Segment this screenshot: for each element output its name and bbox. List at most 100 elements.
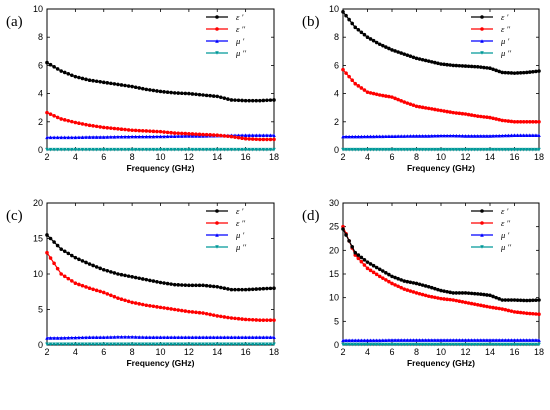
legend-item: μ '' xyxy=(206,48,246,58)
data-point xyxy=(347,338,351,343)
chart-panel: 2 4 6 8 10 12 14 16 18 0 5 10 15 20 Frequency (GHz) (c)… xyxy=(6,198,279,368)
data-point xyxy=(98,135,103,139)
x-tick-label: 16 xyxy=(509,347,519,357)
series xyxy=(341,10,541,75)
data-point xyxy=(503,298,508,302)
data-point xyxy=(414,134,419,138)
data-point xyxy=(430,342,434,347)
data-point xyxy=(460,291,465,295)
data-point xyxy=(176,91,181,95)
data-point xyxy=(531,120,535,124)
data-point xyxy=(359,255,364,260)
data-point xyxy=(265,286,269,291)
series-line xyxy=(342,69,539,123)
data-point xyxy=(341,147,345,152)
data-point xyxy=(448,338,452,342)
data-point xyxy=(534,342,538,347)
data-point xyxy=(537,69,541,73)
data-point xyxy=(201,132,205,137)
data-point xyxy=(408,147,413,152)
data-point xyxy=(482,134,486,138)
data-point xyxy=(59,135,63,140)
data-point xyxy=(84,77,88,82)
data-point xyxy=(494,117,498,121)
legend-item: ε ' xyxy=(471,12,508,22)
data-point xyxy=(70,147,74,152)
data-point xyxy=(112,126,117,131)
data-point xyxy=(59,272,63,276)
data-point xyxy=(55,336,60,340)
data-point xyxy=(344,233,348,237)
data-point xyxy=(454,147,459,152)
data-point xyxy=(402,52,407,56)
data-point xyxy=(66,147,71,152)
data-point xyxy=(420,338,425,342)
data-point xyxy=(268,342,273,347)
data-point xyxy=(475,338,480,342)
data-point xyxy=(362,134,367,139)
data-point xyxy=(194,335,198,339)
data-point xyxy=(272,335,276,339)
data-point xyxy=(148,303,152,308)
data-point xyxy=(272,342,276,347)
data-point xyxy=(52,342,56,347)
legend-label: ε ' xyxy=(501,206,508,216)
data-point xyxy=(368,91,373,95)
data-point xyxy=(445,62,449,67)
y-tick-label: 0 xyxy=(38,145,43,155)
data-point xyxy=(158,134,163,139)
data-point xyxy=(179,283,184,287)
data-point xyxy=(430,107,434,111)
data-point xyxy=(509,133,514,138)
data-point xyxy=(155,305,159,309)
data-point xyxy=(402,338,407,342)
data-point xyxy=(475,292,480,296)
data-point xyxy=(454,133,459,138)
x-tick-label: 8 xyxy=(414,347,419,357)
data-point xyxy=(45,233,49,237)
data-point xyxy=(62,274,67,279)
data-point xyxy=(479,147,483,152)
data-point xyxy=(59,247,63,251)
legend-marker xyxy=(215,233,219,237)
data-point xyxy=(240,98,244,103)
data-point xyxy=(151,129,156,134)
data-point xyxy=(84,285,88,289)
x-tick-label: 8 xyxy=(414,152,419,162)
data-point xyxy=(420,147,425,152)
data-point xyxy=(500,70,505,75)
data-point xyxy=(119,335,124,339)
data-point xyxy=(463,300,468,305)
data-point xyxy=(500,298,505,302)
data-point xyxy=(537,342,541,347)
data-point xyxy=(258,147,262,152)
data-point xyxy=(503,133,508,138)
data-point xyxy=(423,147,428,152)
data-point xyxy=(347,74,351,79)
data-point xyxy=(215,133,220,137)
data-point xyxy=(272,286,276,291)
data-point xyxy=(374,92,379,97)
data-point xyxy=(190,147,195,152)
data-point xyxy=(442,147,446,152)
data-point xyxy=(165,130,170,135)
data-point xyxy=(52,147,56,152)
data-point xyxy=(258,133,262,137)
data-point xyxy=(66,72,71,76)
data-point xyxy=(66,251,71,256)
data-point xyxy=(55,115,60,120)
data-point xyxy=(208,312,212,317)
data-point xyxy=(91,287,95,292)
data-point xyxy=(87,135,92,139)
x-axis-title: Frequency (GHz) xyxy=(126,163,194,173)
data-point xyxy=(417,342,422,347)
data-point xyxy=(123,83,127,88)
data-point xyxy=(475,302,480,307)
data-point xyxy=(109,270,113,274)
data-point xyxy=(448,133,452,138)
data-point xyxy=(521,338,526,342)
data-point xyxy=(491,147,495,152)
data-point xyxy=(405,338,410,342)
data-point xyxy=(222,286,227,291)
